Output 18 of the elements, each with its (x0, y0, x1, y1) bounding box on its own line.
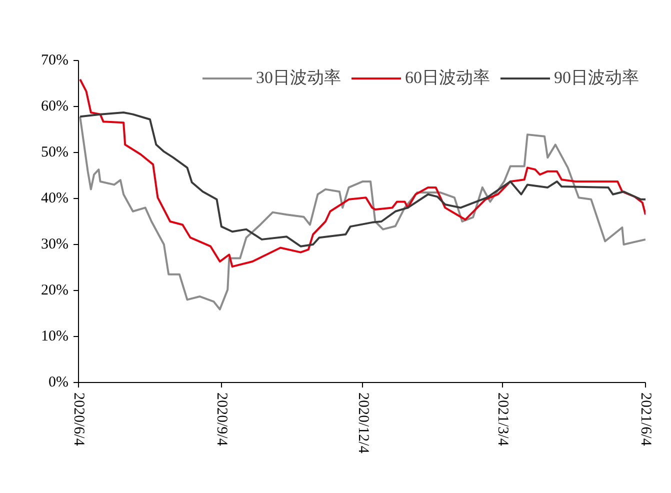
x-tick-label: 2021/6/4 (638, 392, 654, 446)
x-tick-label: 2020/6/4 (70, 392, 86, 446)
legend-label: 60日波动率 (405, 67, 490, 89)
y-tick-label: 60% (41, 98, 69, 114)
y-tick-label: 70% (41, 52, 69, 68)
x-tick-label: 2020/12/4 (354, 392, 371, 454)
line-series (79, 116, 646, 310)
y-tick-label: 20% (41, 282, 69, 298)
y-tick-label: 0% (48, 374, 69, 390)
x-tick-label: 2021/3/4 (494, 392, 511, 446)
y-tick-label: 30% (41, 236, 69, 252)
x-tick-label: 2020/9/4 (213, 392, 230, 446)
line-series (79, 111, 646, 248)
y-tick-label: 10% (41, 328, 69, 344)
y-tick-label: 50% (41, 144, 69, 160)
legend-label: 30日波动率 (256, 67, 341, 89)
y-tick-label: 40% (41, 190, 69, 206)
legend-label: 90日波动率 (554, 67, 639, 89)
